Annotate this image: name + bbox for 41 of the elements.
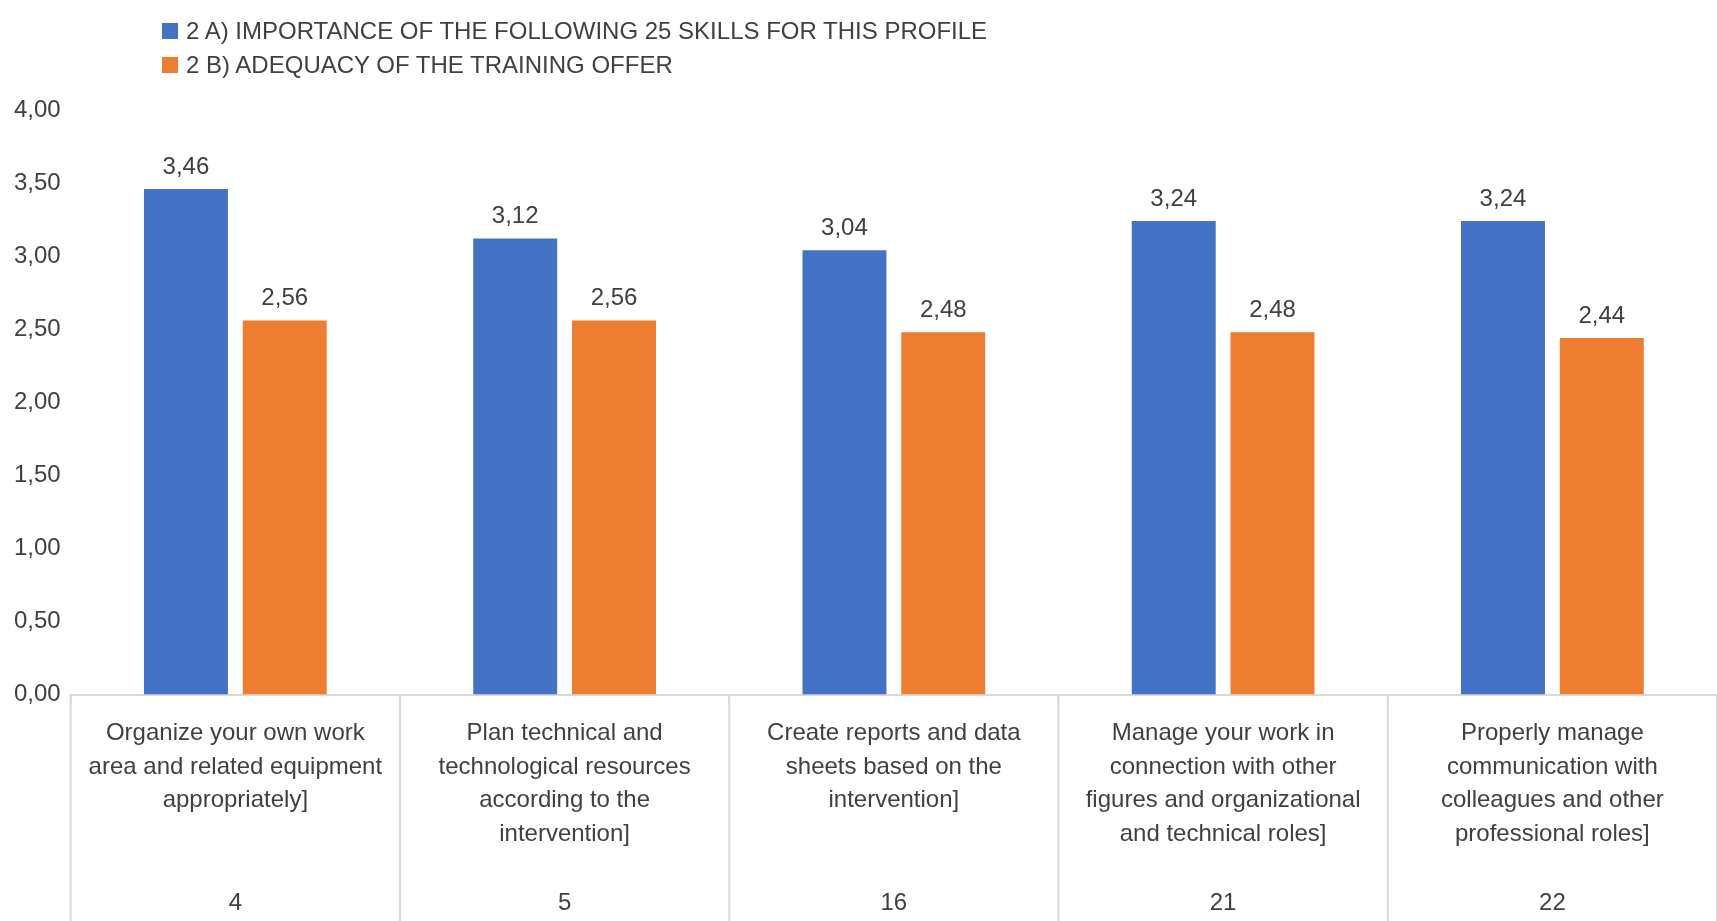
bar (242, 320, 327, 695)
legend-label: 2 B) ADEQUACY OF THE TRAINING OFFER (186, 51, 673, 79)
y-tick-label: 3,00 (13, 240, 61, 268)
y-tick-label: 3,50 (13, 167, 61, 195)
bar (1559, 337, 1644, 695)
data-label: 2,56 (261, 283, 309, 311)
data-label: 3,24 (1479, 183, 1527, 211)
y-tick-label: 1,50 (13, 460, 61, 487)
data-label: 3,04 (821, 212, 868, 240)
data-label: 2,44 (1578, 300, 1626, 328)
data-label: 3,46 (162, 151, 210, 179)
bar (1230, 332, 1315, 695)
x-tick-label: Properly manage communication with colleagues and other professional roles] (1440, 718, 1664, 846)
text: 5 (557, 887, 572, 915)
data-label: 2,48 (1249, 294, 1296, 322)
x-tick-label: Create reports and data sheets based on the intervention] (767, 718, 1022, 813)
x-tick-label: Manage your work in connection with other figures and organizational and technical roles] (1085, 718, 1361, 846)
x-tick-label: Plan technical and technological resources according to the intervention] (438, 718, 691, 846)
data-label: 3,12 (491, 201, 539, 229)
data-label: 3,24 (1150, 183, 1198, 211)
data-label: 2,56 (590, 283, 638, 311)
y-tick-label: 0,50 (13, 606, 61, 634)
bar (572, 320, 656, 695)
bar (901, 332, 986, 695)
text: 22 (1539, 887, 1566, 915)
text: 4 (228, 887, 243, 915)
y-tick-label: 2,00 (13, 386, 61, 414)
y-tick-label: 4,00 (13, 94, 61, 122)
x-tick-label: Organize your own work area and related equipment appropriately] (88, 718, 383, 813)
y-tick-label: 0,00 (13, 679, 61, 707)
bar (143, 188, 228, 695)
bar (1131, 221, 1216, 695)
text: 21 (1209, 887, 1237, 915)
data-label: 2,48 (919, 294, 967, 322)
y-tick-label: 1,00 (13, 533, 61, 561)
legend-label: 2 A) IMPORTANCE OF THE FOLLOWING 25 SKILLS FOR THIS PROFILE (186, 17, 988, 45)
text: 16 (880, 887, 908, 915)
y-tick-label: 2,50 (13, 313, 61, 341)
bar (473, 238, 558, 695)
bar (1461, 221, 1545, 695)
bar (802, 250, 887, 695)
